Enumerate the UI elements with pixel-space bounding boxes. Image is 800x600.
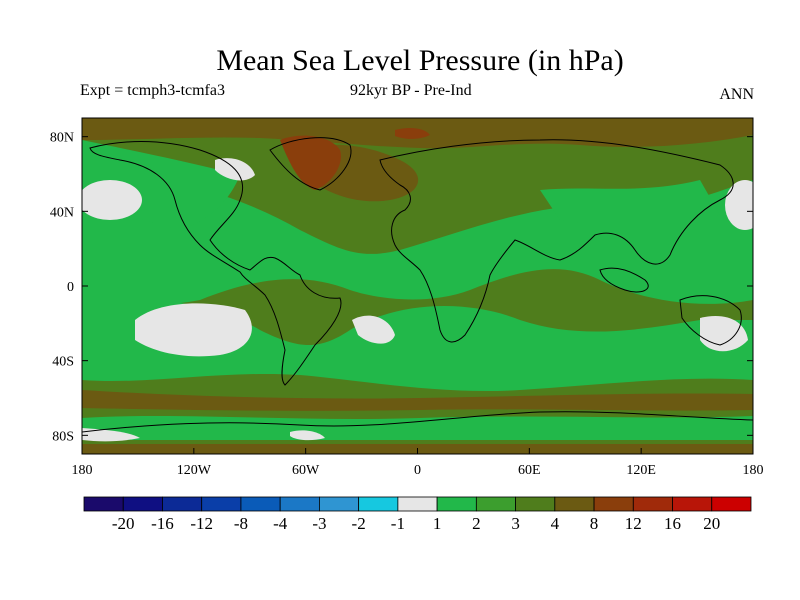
colorbar-label: -3 xyxy=(312,514,326,533)
map-title: Mean Sea Level Pressure (in hPa) xyxy=(216,44,624,77)
field-south-pacific-patch-neutral xyxy=(135,303,252,357)
lon-label: 0 xyxy=(414,463,421,478)
colorbar-label: -20 xyxy=(112,514,135,533)
colorbar-swatch xyxy=(672,496,713,512)
latitude-axis: 80N 40N 0 40S 80S xyxy=(50,131,753,444)
colorbar-swatch xyxy=(201,496,242,512)
colorbar-swatch xyxy=(83,496,124,512)
lat-label: 40N xyxy=(50,205,74,220)
colorbar-label: -12 xyxy=(190,514,213,533)
lon-label: 60W xyxy=(292,463,320,478)
antarctica-coast xyxy=(82,411,753,433)
australia-coast xyxy=(679,295,742,346)
field-barents-8-12 xyxy=(395,127,430,139)
colorbar-label: 3 xyxy=(511,514,520,533)
colorbar-swatch xyxy=(122,496,163,512)
lat-label: 40S xyxy=(52,355,74,370)
field-south-atlantic-patch-neutral xyxy=(352,315,395,344)
pressure-field xyxy=(82,118,753,454)
lon-label: 60E xyxy=(518,463,541,478)
colorbar-label: 20 xyxy=(703,514,720,533)
colorbar-swatch xyxy=(162,496,203,512)
colorbar-swatch xyxy=(475,496,516,512)
experiment-label: Expt = tcmph3-tcmfa3 xyxy=(80,82,225,99)
greenland-coast xyxy=(269,137,352,191)
afro-eurasia-coast xyxy=(379,139,734,343)
field-greenland-8-12 xyxy=(280,135,341,190)
colorbar-label: -2 xyxy=(352,514,366,533)
lon-label: 120W xyxy=(177,463,212,478)
colorbar-label: -8 xyxy=(234,514,248,533)
colorbar-label: -4 xyxy=(273,514,288,533)
colorbar-swatch xyxy=(554,496,595,512)
colorbar-label: -16 xyxy=(151,514,174,533)
field-pacific-east-patch-neutral xyxy=(725,180,753,230)
lat-label: 80S xyxy=(52,429,74,444)
colorbar-swatch xyxy=(593,496,634,512)
field-antarctic-patch-neutral xyxy=(82,428,140,442)
colorbar-swatch xyxy=(632,496,673,512)
colorbar-label: 4 xyxy=(551,514,560,533)
lon-label: 180 xyxy=(72,463,93,478)
colorbar-swatch xyxy=(515,496,556,512)
lat-label: 0 xyxy=(67,280,74,295)
colorbar: -20 -16 -12 -8 -4 -3 -2 -1 1 2 3 4 8 12 16 20 xyxy=(83,496,752,533)
field-antarctic-ring-1-2 xyxy=(82,416,753,440)
longitude-axis: 180 120W 60W 0 60E 120E 180 xyxy=(72,448,764,478)
field-pacific-patch-neutral xyxy=(82,180,142,220)
coastlines xyxy=(82,137,753,433)
lon-label: 120E xyxy=(626,463,656,478)
colorbar-swatch xyxy=(240,496,281,512)
colorbar-swatch xyxy=(397,496,438,512)
colorbar-label: 16 xyxy=(664,514,681,533)
colorbar-label: 2 xyxy=(472,514,481,533)
colorbar-label: -1 xyxy=(391,514,405,533)
colorbar-swatch xyxy=(711,496,752,512)
colorbar-label: 12 xyxy=(625,514,642,533)
colorbar-swatch xyxy=(358,496,399,512)
lat-label: 80N xyxy=(50,131,74,146)
period-label: 92kyr BP - Pre-Ind xyxy=(350,82,472,99)
lon-label: 180 xyxy=(743,463,764,478)
colorbar-swatch xyxy=(319,496,360,512)
colorbar-swatch xyxy=(436,496,477,512)
field-southern-band-4-8 xyxy=(82,390,753,411)
colorbar-label: 8 xyxy=(590,514,599,533)
indonesia-coast xyxy=(599,267,649,293)
field-weddell-patch-neutral xyxy=(290,430,325,441)
season-label: ANN xyxy=(719,86,754,103)
field-southern-ocean-1-2 xyxy=(82,298,753,392)
colorbar-swatch xyxy=(279,496,320,512)
colorbar-label: 1 xyxy=(433,514,442,533)
americas-coast xyxy=(89,141,342,386)
field-asia-band-1-2 xyxy=(540,180,720,226)
